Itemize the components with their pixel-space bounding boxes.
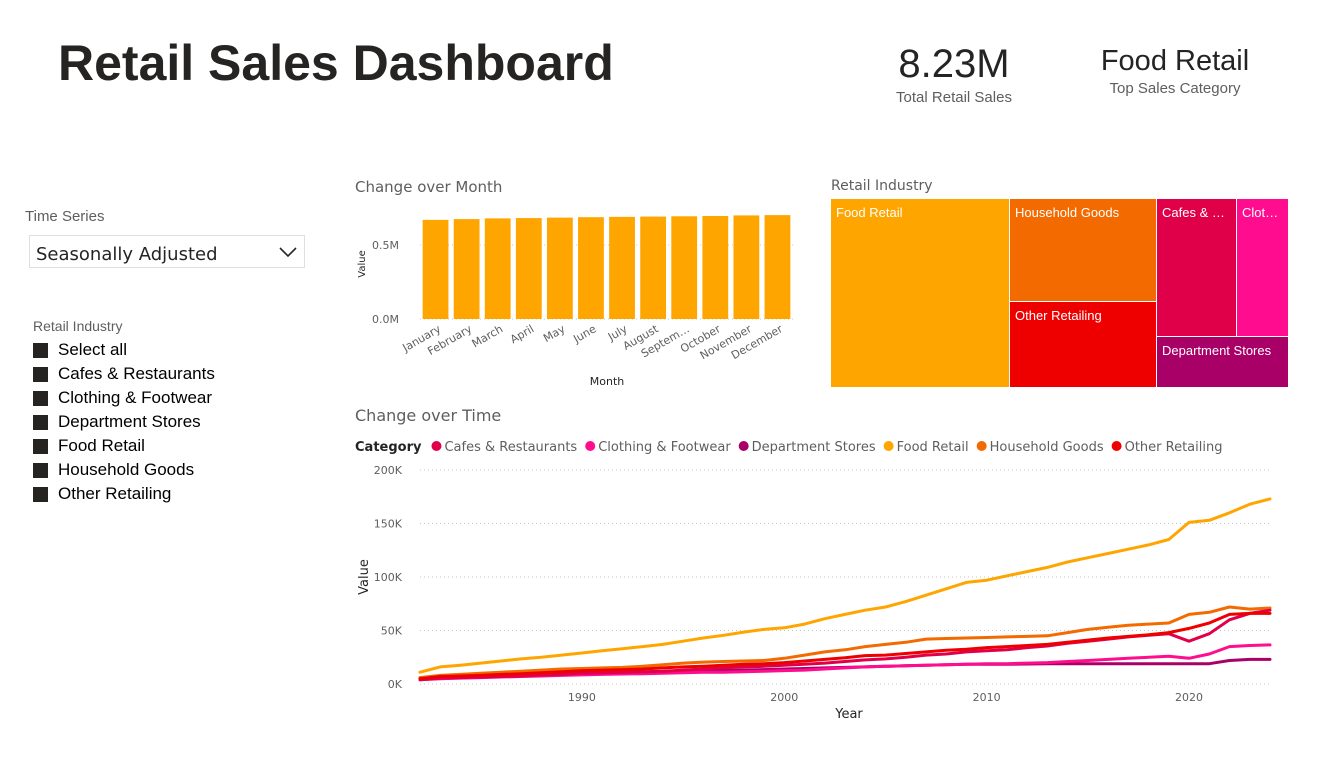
treemap-tile-label: Department Stores bbox=[1162, 343, 1272, 358]
legend-item: Household Goods bbox=[990, 440, 1104, 455]
kpi-top-category-card[interactable]: Food Retail Top Sales Category bbox=[1080, 45, 1270, 97]
legend-item: Clothing & Footwear bbox=[598, 440, 731, 455]
line-chart: 0K 50K 100K 150K 200K 1990 2000 2010 2020 Year Val… bbox=[357, 464, 1272, 722]
treemap-tile-label: Cafes & … bbox=[1162, 205, 1225, 220]
bar bbox=[546, 217, 573, 319]
x-axis-title: Month bbox=[590, 375, 625, 388]
x-tick-label: 2020 bbox=[1175, 691, 1203, 704]
bar bbox=[702, 215, 729, 319]
industry-slicer-title: Retail Industry bbox=[33, 318, 123, 334]
treemap-tile bbox=[1010, 302, 1156, 387]
y-tick-label: 200K bbox=[374, 464, 403, 477]
checkbox[interactable] bbox=[33, 486, 48, 502]
slicer-item-department-stores[interactable]: Department Stores bbox=[33, 411, 201, 433]
slicer-item-label: Other Retailing bbox=[58, 484, 172, 503]
time-series-dropdown[interactable]: Seasonally Adjusted bbox=[29, 235, 305, 268]
bar bbox=[640, 216, 667, 319]
treemap-tile-label: Household Goods bbox=[1015, 205, 1120, 220]
kpi-total-value: 8.23M bbox=[898, 42, 1010, 86]
x-axis-title: Year bbox=[834, 707, 863, 722]
slicer-item-food-retail[interactable]: Food Retail bbox=[33, 435, 145, 457]
slicer-item-other-retailing[interactable]: Other Retailing bbox=[33, 483, 171, 505]
treemap-tile bbox=[1157, 337, 1288, 387]
treemap-tile-label: Clot… bbox=[1242, 205, 1278, 220]
chevron-down-icon bbox=[278, 242, 298, 267]
slicer-item-label: Clothing & Footwear bbox=[58, 388, 213, 407]
bar-chart-title: Change over Month bbox=[355, 178, 503, 196]
legend-marker bbox=[585, 441, 596, 451]
treemap-tile-label: Other Retailing bbox=[1015, 308, 1102, 323]
legend-item: Other Retailing bbox=[1125, 440, 1223, 455]
treemap-tile-label: Food Retail bbox=[836, 205, 903, 220]
legend-item: Cafes & Restaurants bbox=[444, 440, 577, 455]
x-tick-label: April bbox=[508, 322, 536, 346]
treemap-tile bbox=[1237, 199, 1288, 336]
bar bbox=[484, 218, 511, 319]
slicer-item-label: Household Goods bbox=[58, 460, 195, 479]
treemap-chart: Food Retail Household Goods Other Retailin… bbox=[831, 199, 1288, 387]
y-axis-title: Value bbox=[357, 250, 368, 277]
line-chart-legend: Category Cafes & Restaurants Clothing & Fo… bbox=[355, 440, 1223, 455]
x-tick-label: March bbox=[470, 322, 506, 350]
checkbox[interactable] bbox=[33, 414, 48, 430]
checkbox[interactable] bbox=[33, 438, 48, 454]
legend-marker bbox=[976, 441, 987, 451]
bar bbox=[453, 219, 480, 319]
slicer-item-label: Food Retail bbox=[58, 436, 145, 455]
checkbox[interactable] bbox=[33, 462, 48, 478]
treemap-tile bbox=[1010, 199, 1156, 301]
bar bbox=[609, 216, 635, 319]
treemap-title: Retail Industry bbox=[831, 178, 933, 194]
slicer-item-label: Cafes & Restaurants bbox=[58, 364, 215, 383]
slicer-item-label: Department Stores bbox=[58, 412, 201, 431]
kpi-top-category-label: Top Sales Category bbox=[1109, 80, 1241, 97]
legend-item: Department Stores bbox=[752, 440, 876, 455]
x-tick-label: May bbox=[541, 322, 568, 345]
bar bbox=[733, 215, 760, 319]
line-chart-title: Change over Time bbox=[355, 406, 502, 425]
bar bbox=[515, 218, 542, 319]
legend-title: Category bbox=[355, 440, 422, 455]
bar bbox=[578, 217, 604, 319]
bar bbox=[671, 216, 698, 319]
legend-marker bbox=[883, 441, 894, 451]
x-tick-label: 2000 bbox=[770, 691, 798, 704]
page-title: Retail Sales Dashboard bbox=[58, 35, 614, 91]
treemap-tile bbox=[831, 199, 1009, 387]
y-axis-title: Value bbox=[357, 559, 372, 595]
y-tick-label: 0.0M bbox=[372, 313, 399, 326]
y-tick-label: 150K bbox=[374, 518, 403, 531]
slicer-item-household-goods[interactable]: Household Goods bbox=[33, 459, 194, 481]
slicer-item-label: Select all bbox=[58, 340, 127, 359]
legend-marker bbox=[1111, 441, 1122, 451]
y-tick-label: 100K bbox=[374, 571, 403, 584]
slicer-item-clothing-footwear[interactable]: Clothing & Footwear bbox=[33, 387, 212, 409]
x-tick-label: June bbox=[570, 322, 598, 346]
treemap-tile bbox=[1157, 199, 1236, 336]
y-tick-label: 0.5M bbox=[372, 239, 399, 252]
series-line-food-retail bbox=[418, 497, 1272, 674]
series-line-other-retailing bbox=[418, 611, 1272, 681]
kpi-total-label: Total Retail Sales bbox=[896, 89, 1012, 106]
legend-marker bbox=[738, 441, 749, 451]
slicer-item-cafes-restaurants[interactable]: Cafes & Restaurants bbox=[33, 363, 215, 385]
kpi-total-card[interactable]: 8.23M Total Retail Sales bbox=[880, 42, 1028, 106]
checkbox[interactable] bbox=[33, 366, 48, 382]
bar bbox=[422, 219, 449, 319]
kpi-top-category-value: Food Retail bbox=[1100, 45, 1250, 77]
time-series-label: Time Series bbox=[25, 208, 105, 225]
legend-item: Food Retail bbox=[897, 440, 969, 455]
x-tick-label: 2010 bbox=[973, 691, 1001, 704]
time-series-value: Seasonally Adjusted bbox=[36, 244, 218, 265]
x-tick-label: 1990 bbox=[568, 691, 596, 704]
bar bbox=[764, 215, 791, 319]
checkbox[interactable] bbox=[33, 390, 48, 406]
slicer-item-select-all[interactable]: Select all bbox=[33, 339, 127, 361]
series-line-household-goods bbox=[418, 605, 1272, 680]
y-tick-label: 0K bbox=[388, 678, 403, 691]
checkbox[interactable] bbox=[33, 342, 48, 358]
legend-marker bbox=[431, 441, 442, 451]
y-tick-label: 50K bbox=[381, 625, 403, 638]
